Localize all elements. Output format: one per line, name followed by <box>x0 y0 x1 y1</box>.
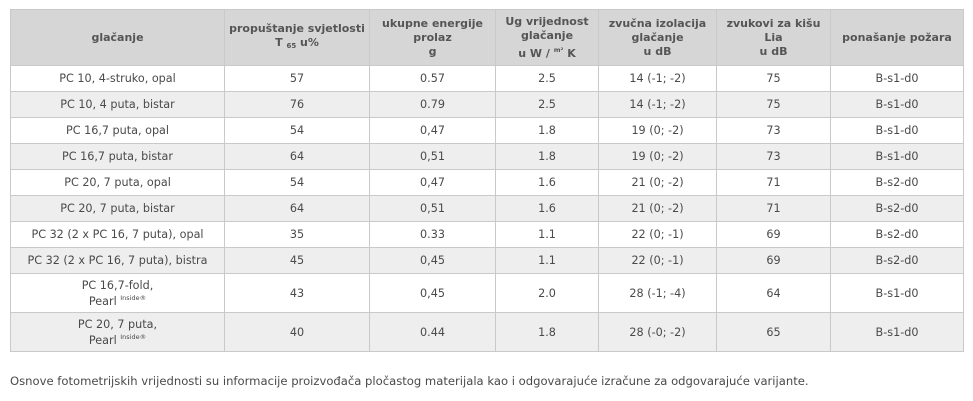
cell-ug: 2.0 <box>495 273 599 313</box>
header-ug-value: Ug vrijednost glačanje u W / m² K <box>495 9 599 66</box>
cell-ug: 1.1 <box>495 221 599 248</box>
cell-fire: B-s2-d0 <box>830 195 964 222</box>
table-header: glačanje propuštanje svjetlosti T 65 u% … <box>10 9 964 66</box>
cell-fire: B-s1-d0 <box>830 65 964 92</box>
cell-glazing: PC 16,7-fold, Pearl Inside® <box>10 273 225 313</box>
cell-energy: 0.79 <box>369 91 496 118</box>
cell-energy: 0,51 <box>369 143 496 170</box>
cell-light: 40 <box>224 312 370 352</box>
cell-light: 45 <box>224 247 370 274</box>
cell-ug: 1.8 <box>495 143 599 170</box>
cell-ug: 2.5 <box>495 65 599 92</box>
cell-fire: B-s1-d0 <box>830 91 964 118</box>
cell-light: 64 <box>224 195 370 222</box>
header-light-transmission: propuštanje svjetlosti T 65 u% <box>224 9 370 66</box>
cell-glazing: PC 32 (2 x PC 16, 7 puta), opal <box>10 221 225 248</box>
cell-fire: B-s2-d0 <box>830 221 964 248</box>
cell-sound: 21 (0; -2) <box>598 195 717 222</box>
table-row: PC 10, 4-struko, opal 57 0.57 2.5 14 (-1… <box>10 65 964 92</box>
cell-glazing: PC 20, 7 puta, opal <box>10 169 225 196</box>
cell-glazing: PC 32 (2 x PC 16, 7 puta), bistra <box>10 247 225 274</box>
table-row: PC 32 (2 x PC 16, 7 puta), opal 35 0.33 … <box>10 221 964 248</box>
cell-ug: 2.5 <box>495 91 599 118</box>
cell-ug: 1.6 <box>495 195 599 222</box>
cell-rain: 75 <box>716 65 831 92</box>
cell-sound: 19 (0; -2) <box>598 117 717 144</box>
cell-glazing: PC 20, 7 puta, Pearl Inside® <box>10 312 225 352</box>
table-row: PC 20, 7 puta, Pearl Inside® 40 0.44 1.8… <box>10 312 964 352</box>
cell-energy: 0,45 <box>369 247 496 274</box>
cell-sound: 22 (0; -1) <box>598 247 717 274</box>
cell-energy: 0.44 <box>369 312 496 352</box>
cell-sound: 19 (0; -2) <box>598 143 717 170</box>
cell-rain: 65 <box>716 312 831 352</box>
header-glazing: glačanje <box>10 9 225 66</box>
cell-light: 35 <box>224 221 370 248</box>
cell-light: 54 <box>224 169 370 196</box>
cell-energy: 0,51 <box>369 195 496 222</box>
cell-glazing: PC 20, 7 puta, bistar <box>10 195 225 222</box>
cell-fire: B-s1-d0 <box>830 143 964 170</box>
cell-sound: 22 (0; -1) <box>598 221 717 248</box>
cell-rain: 73 <box>716 117 831 144</box>
cell-energy: 0.57 <box>369 65 496 92</box>
cell-ug: 1.8 <box>495 312 599 352</box>
cell-energy: 0,45 <box>369 273 496 313</box>
cell-energy: 0.33 <box>369 221 496 248</box>
cell-fire: B-s1-d0 <box>830 312 964 352</box>
glazing-spec-table: glačanje propuštanje svjetlosti T 65 u% … <box>10 9 964 352</box>
cell-sound: 14 (-1; -2) <box>598 65 717 92</box>
cell-rain: 69 <box>716 247 831 274</box>
cell-fire: B-s2-d0 <box>830 169 964 196</box>
cell-ug: 1.6 <box>495 169 599 196</box>
table-row: PC 10, 4 puta, bistar 76 0.79 2.5 14 (-1… <box>10 91 964 118</box>
cell-rain: 64 <box>716 273 831 313</box>
cell-rain: 73 <box>716 143 831 170</box>
cell-fire: B-s1-d0 <box>830 273 964 313</box>
cell-glazing: PC 16,7 puta, bistar <box>10 143 225 170</box>
cell-glazing: PC 10, 4 puta, bistar <box>10 91 225 118</box>
cell-rain: 69 <box>716 221 831 248</box>
cell-sound: 14 (-1; -2) <box>598 91 717 118</box>
cell-light: 54 <box>224 117 370 144</box>
cell-light: 64 <box>224 143 370 170</box>
table-row: PC 20, 7 puta, opal 54 0,47 1.6 21 (0; -… <box>10 169 964 196</box>
cell-glazing: PC 16,7 puta, opal <box>10 117 225 144</box>
cell-fire: B-s2-d0 <box>830 247 964 274</box>
table-row: PC 20, 7 puta, bistar 64 0,51 1.6 21 (0;… <box>10 195 964 222</box>
cell-rain: 75 <box>716 91 831 118</box>
table-row: PC 16,7-fold, Pearl Inside® 43 0,45 2.0 … <box>10 273 964 313</box>
header-total-energy: ukupne energije prolaz g <box>369 9 496 66</box>
cell-sound: 28 (-0; -2) <box>598 312 717 352</box>
table-row: PC 16,7 puta, bistar 64 0,51 1.8 19 (0; … <box>10 143 964 170</box>
cell-rain: 71 <box>716 169 831 196</box>
table-row: PC 32 (2 x PC 16, 7 puta), bistra 45 0,4… <box>10 247 964 274</box>
cell-ug: 1.8 <box>495 117 599 144</box>
cell-light: 57 <box>224 65 370 92</box>
header-fire-behavior: ponašanje požara <box>830 9 964 66</box>
cell-light: 43 <box>224 273 370 313</box>
cell-sound: 21 (0; -2) <box>598 169 717 196</box>
header-row: glačanje propuštanje svjetlosti T 65 u% … <box>10 9 964 66</box>
header-sound-insulation: zvučna izolacija glačanje u dB <box>598 9 717 66</box>
cell-ug: 1.1 <box>495 247 599 274</box>
footnote: Osnove fotometrijskih vrijednosti su inf… <box>10 374 809 388</box>
header-rain-noise: zvukovi za kišu Lia u dB <box>716 9 831 66</box>
cell-fire: B-s1-d0 <box>830 117 964 144</box>
cell-energy: 0,47 <box>369 169 496 196</box>
cell-sound: 28 (-1; -4) <box>598 273 717 313</box>
cell-glazing: PC 10, 4-struko, opal <box>10 65 225 92</box>
table-body: PC 10, 4-struko, opal 57 0.57 2.5 14 (-1… <box>10 65 964 352</box>
cell-light: 76 <box>224 91 370 118</box>
cell-rain: 71 <box>716 195 831 222</box>
table-row: PC 16,7 puta, opal 54 0,47 1.8 19 (0; -2… <box>10 117 964 144</box>
cell-energy: 0,47 <box>369 117 496 144</box>
